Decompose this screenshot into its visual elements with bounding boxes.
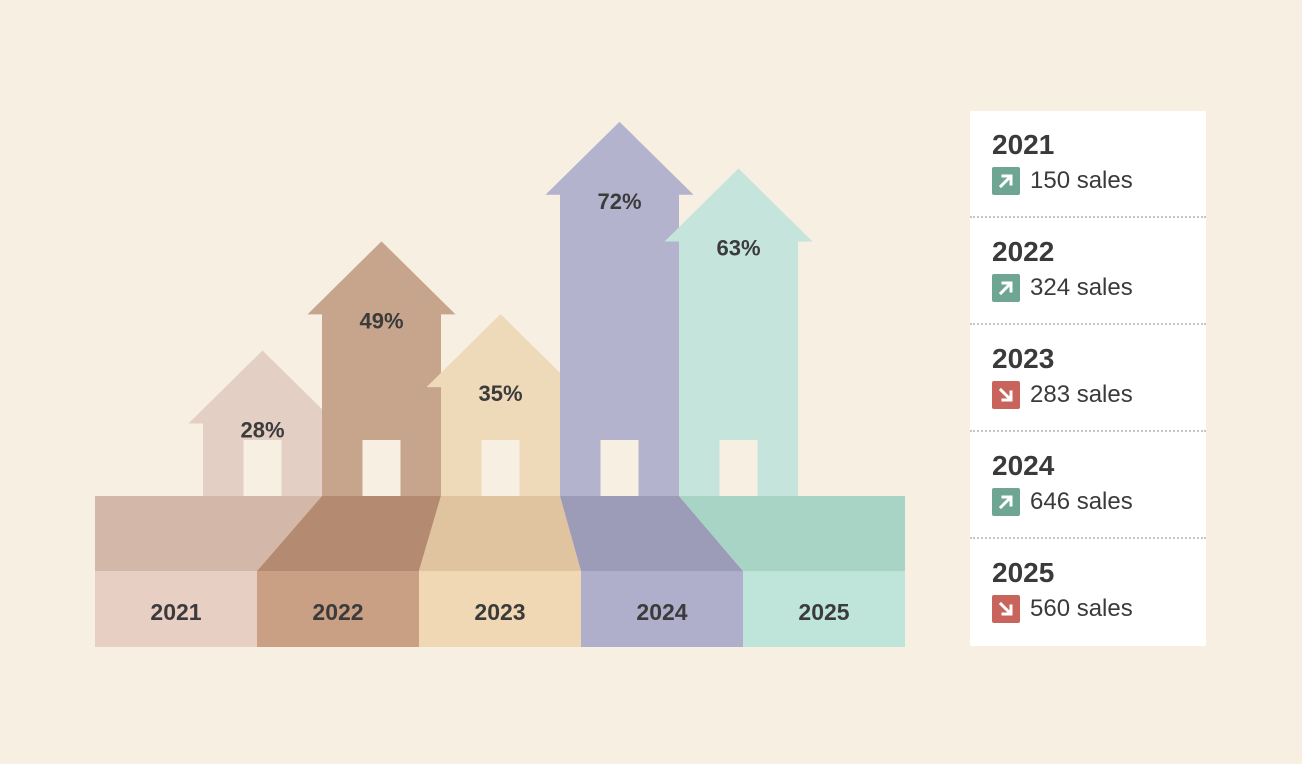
platform-front-2025: [743, 571, 905, 647]
sales-legend: 2021 150 sales 2022 324 sales 2023 283 s…: [970, 111, 1206, 646]
platform-top-2022: [257, 496, 441, 571]
platform-top-2025: [679, 496, 905, 571]
arrow-up-right-icon: [992, 274, 1020, 302]
legend-sales: 150 sales: [1030, 167, 1133, 194]
legend-item-2021: 2021 150 sales: [970, 111, 1206, 218]
bar-2023: [426, 314, 575, 496]
legend-item-2025: 2025 560 sales: [970, 539, 1206, 646]
legend-item-2022: 2022 324 sales: [970, 218, 1206, 325]
year-label: 2023: [474, 599, 525, 625]
legend-sales: 560 sales: [1030, 595, 1133, 622]
platform-top-2021: [95, 496, 322, 571]
arrow-down-right-icon: [992, 381, 1020, 409]
platform-front-2021: [95, 571, 257, 647]
base-platform: [95, 496, 905, 647]
house-door: [362, 440, 401, 496]
legend-sales: 283 sales: [1030, 381, 1133, 408]
year-label: 2022: [312, 599, 363, 625]
legend-year: 2021: [992, 129, 1055, 160]
value-label: 63%: [716, 236, 760, 261]
arrow-up-right-icon: [992, 167, 1020, 195]
year-label: 2025: [798, 599, 849, 625]
platform-top-2024: [560, 496, 743, 571]
platform-top-2023: [419, 496, 581, 571]
legend-year: 2023: [992, 343, 1055, 374]
house-door: [719, 440, 758, 496]
house-arrow-chart: 2021 2022 2023 2024 2025 28% 49% 35% 72% 63%: [95, 121, 905, 647]
bar-2022: [307, 241, 456, 496]
platform-front-2024: [581, 571, 743, 647]
house-arrows: [188, 121, 813, 496]
value-label: 49%: [359, 308, 403, 333]
year-label: 2021: [150, 599, 201, 625]
arrow-down-right-icon: [992, 595, 1020, 623]
value-label: 35%: [478, 381, 522, 406]
legend-year: 2022: [992, 236, 1055, 267]
bar-2025: [664, 168, 813, 496]
value-label: 72%: [597, 189, 641, 214]
arrow-up-right-icon: [992, 488, 1020, 516]
house-door: [243, 440, 282, 496]
legend-item-2024: 2024 646 sales: [970, 432, 1206, 539]
legend-year: 2025: [992, 557, 1055, 588]
platform-front-2023: [419, 571, 581, 647]
chart-labels: 2021 2022 2023 2024 2025 28% 49% 35% 72% 63%: [150, 189, 849, 625]
legend-item-2023: 2023 283 sales: [970, 325, 1206, 432]
bar-2024: [545, 121, 694, 496]
legend-year: 2024: [992, 450, 1055, 481]
legend-sales: 324 sales: [1030, 274, 1133, 301]
platform-front-2022: [257, 571, 419, 647]
legend-sales: 646 sales: [1030, 488, 1133, 515]
bar-2021: [188, 350, 337, 496]
house-door: [600, 440, 639, 496]
value-label: 28%: [240, 417, 284, 442]
house-door: [481, 440, 520, 496]
year-label: 2024: [636, 599, 687, 625]
